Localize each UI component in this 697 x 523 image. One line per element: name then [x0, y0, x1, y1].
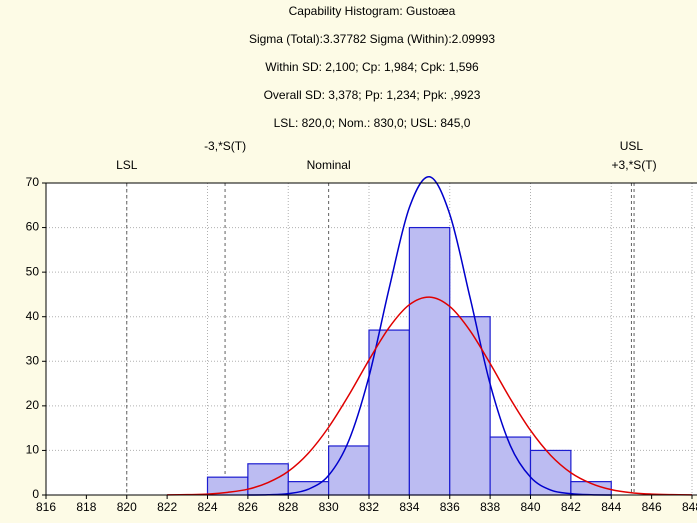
spec-label: -3,*S(T): [204, 139, 246, 153]
x-tick-label: 834: [399, 500, 419, 514]
y-tick-label: 60: [26, 220, 40, 234]
bar: [247, 463, 289, 496]
x-tick-label: 832: [359, 500, 379, 514]
subtitle: Sigma (Total):3.37782 Sigma (Within):2.0…: [249, 32, 495, 46]
x-tick-label: 848: [682, 500, 697, 514]
x-tick-label: 844: [601, 500, 621, 514]
x-tick-label: 830: [319, 500, 339, 514]
x-tick-label: 822: [157, 500, 177, 514]
subtitle: Within SD: 2,100; Cp: 1,984; Cpk: 1,596: [265, 60, 479, 74]
x-tick-label: 826: [238, 500, 258, 514]
subtitle: Overall SD: 3,378; Pp: 1,234; Ppk: ,9923: [264, 88, 481, 102]
x-tick-label: 838: [480, 500, 500, 514]
x-tick-label: 816: [36, 500, 56, 514]
x-tick-label: 846: [642, 500, 662, 514]
y-tick-label: 20: [26, 398, 40, 412]
bar: [368, 329, 410, 496]
x-tick-label: 818: [76, 500, 96, 514]
bar: [529, 449, 572, 496]
spec-label: LSL: [116, 158, 138, 172]
y-tick-label: 70: [26, 175, 40, 189]
bar: [408, 226, 451, 496]
chart-title: Capability Histogram: Gustoæa: [289, 4, 456, 18]
bar: [489, 436, 532, 496]
y-tick-label: 40: [26, 309, 40, 323]
y-tick-label: 0: [32, 487, 39, 501]
bar: [449, 316, 491, 496]
spec-label: +3,*S(T): [612, 158, 657, 172]
fit-curve: [247, 176, 612, 496]
spec-label: USL: [620, 139, 644, 153]
x-tick-label: 842: [561, 500, 581, 514]
x-tick-label: 824: [197, 500, 217, 514]
x-tick-label: 820: [117, 500, 137, 514]
x-tick-label: 840: [520, 500, 540, 514]
spec-label: Nominal: [307, 158, 351, 172]
x-tick-label: 836: [440, 500, 460, 514]
y-tick-label: 50: [26, 264, 40, 278]
x-tick-label: 828: [278, 500, 298, 514]
subtitle: LSL: 820,0; Nom.: 830,0; USL: 845,0: [274, 116, 471, 130]
y-tick-label: 10: [26, 443, 40, 457]
y-tick-label: 30: [26, 353, 40, 367]
fit-curve: [167, 296, 693, 496]
bar: [328, 445, 370, 496]
